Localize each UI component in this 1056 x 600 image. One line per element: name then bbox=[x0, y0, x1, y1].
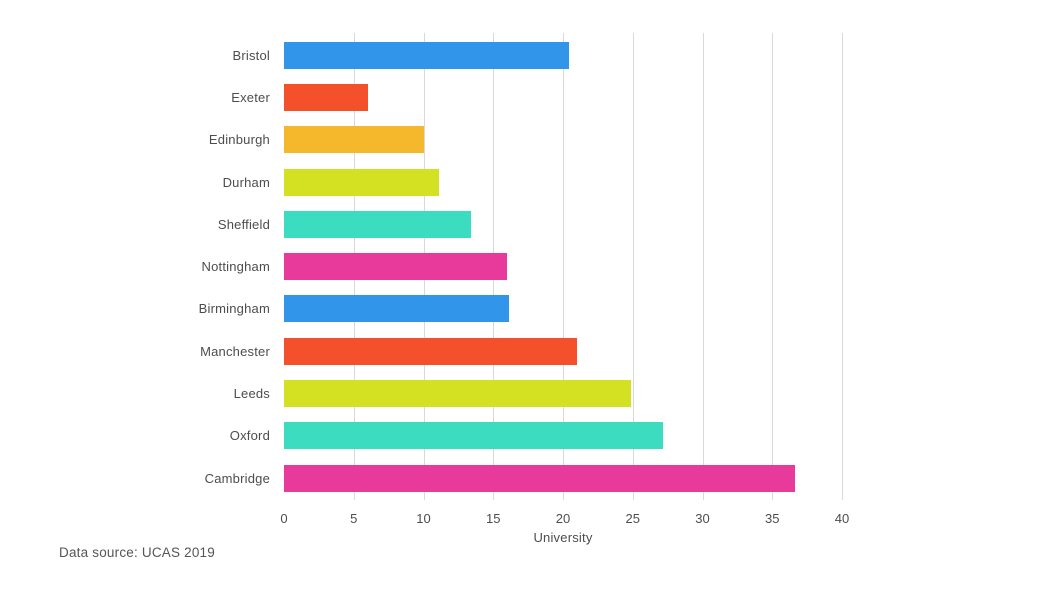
bar-cambridge[interactable] bbox=[284, 464, 795, 492]
bar-row: Leeds bbox=[0, 372, 842, 414]
gridline-x-25 bbox=[632, 33, 634, 500]
bar-track bbox=[284, 126, 842, 154]
bar-manchester[interactable] bbox=[284, 337, 577, 365]
bar-row: Sheffield bbox=[0, 203, 842, 245]
bar-row: Oxford bbox=[0, 415, 842, 457]
gridline-x-40 bbox=[842, 33, 843, 500]
x-tick-label: 15 bbox=[486, 511, 501, 526]
bar-row: Manchester bbox=[0, 330, 842, 372]
bar-track bbox=[284, 83, 842, 111]
category-label: Bristol bbox=[232, 47, 270, 63]
x-axis-tick-labels: 0 5 10 15 20 25 30 35 40 bbox=[0, 511, 1056, 527]
gridline-x-20 bbox=[563, 33, 564, 500]
bar-track bbox=[284, 168, 842, 196]
category-label: Nottingham bbox=[201, 259, 270, 275]
bar-birmingham[interactable] bbox=[284, 295, 509, 323]
bar-track bbox=[284, 253, 842, 281]
x-tick-label: 10 bbox=[416, 511, 431, 526]
bar-row: Cambridge bbox=[0, 457, 842, 499]
bar-durham[interactable] bbox=[284, 168, 439, 196]
x-tick-label: 30 bbox=[695, 511, 710, 526]
bar-track bbox=[284, 210, 842, 238]
bar-track bbox=[284, 422, 842, 450]
bar-rows: Bristol Exeter Edinburgh Durham Sheffield Not… bbox=[0, 34, 842, 499]
bar-exeter[interactable] bbox=[284, 83, 368, 111]
category-label: Oxford bbox=[229, 428, 270, 444]
bar-oxford[interactable] bbox=[284, 422, 664, 450]
category-label: Leeds bbox=[233, 386, 270, 402]
bar-row: Nottingham bbox=[0, 245, 842, 287]
bar-row: Durham bbox=[0, 161, 842, 203]
x-tick-label: 5 bbox=[350, 511, 358, 526]
category-label: Manchester bbox=[200, 343, 270, 359]
category-label: Exeter bbox=[231, 89, 270, 105]
bar-edinburgh[interactable] bbox=[284, 126, 424, 154]
source-note: Data source: UCAS 2019 bbox=[59, 545, 215, 560]
x-tick-label: 35 bbox=[765, 511, 780, 526]
x-tick-label: 20 bbox=[555, 511, 571, 526]
bar-track bbox=[284, 41, 842, 69]
bar-row: Edinburgh bbox=[0, 119, 842, 161]
bar-track bbox=[284, 380, 842, 408]
bar-track bbox=[284, 337, 842, 365]
bar-bristol[interactable] bbox=[284, 41, 569, 69]
x-axis-label: University bbox=[533, 530, 593, 545]
bar-row: Bristol bbox=[0, 34, 842, 76]
category-label: Durham bbox=[222, 174, 270, 190]
category-label: Birmingham bbox=[198, 301, 270, 317]
bar-row: Birmingham bbox=[0, 288, 842, 330]
gridline-x-30 bbox=[702, 33, 704, 500]
bar-leeds[interactable] bbox=[284, 380, 632, 408]
bar-nottingham[interactable] bbox=[284, 253, 508, 281]
bar-track bbox=[284, 295, 842, 323]
bar-track bbox=[284, 464, 842, 492]
gridline-x-35 bbox=[772, 33, 774, 500]
bar-row: Exeter bbox=[0, 76, 842, 118]
x-tick-label: 0 bbox=[280, 511, 288, 526]
x-tick-label: 25 bbox=[625, 511, 640, 526]
category-label: Cambridge bbox=[204, 470, 270, 486]
category-label: Edinburgh bbox=[208, 132, 270, 148]
category-label: Sheffield bbox=[217, 216, 270, 232]
x-tick-label: 40 bbox=[834, 511, 850, 526]
bar-sheffield[interactable] bbox=[284, 210, 471, 238]
